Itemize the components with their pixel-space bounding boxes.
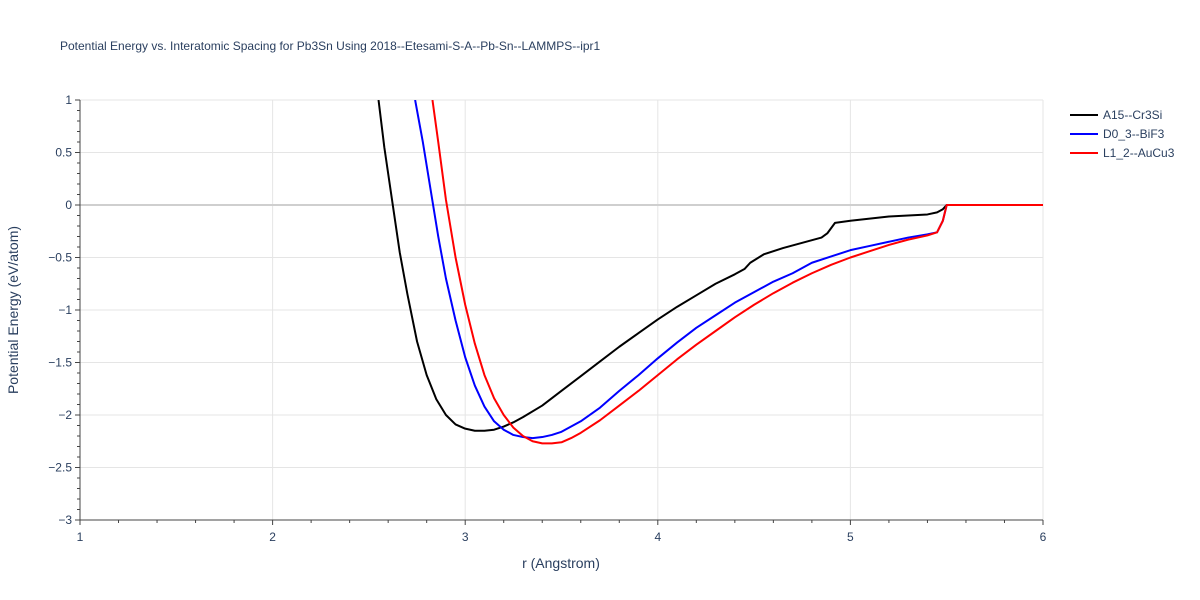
y-tick-label: 1 xyxy=(65,93,72,107)
y-tick-label: 0 xyxy=(65,198,72,212)
x-tick-label: 4 xyxy=(654,530,661,544)
chart-title: Potential Energy vs. Interatomic Spacing… xyxy=(60,39,601,53)
x-tick-label: 6 xyxy=(1040,530,1047,544)
x-axis-ticks: 1 2 3 4 5 6 xyxy=(77,520,1047,544)
x-tick-label: 1 xyxy=(77,530,84,544)
plot-area[interactable] xyxy=(377,100,1043,445)
y-axis-ticks: −3 −2.5 −2 −1.5 −1 −0.5 0 0.5 1 xyxy=(48,93,80,527)
legend-label-d0-3-bif3: D0_3--BiF3 xyxy=(1103,127,1165,141)
x-tick-label: 2 xyxy=(269,530,276,544)
y-tick-label: −0.5 xyxy=(48,251,72,265)
x-tick-label: 5 xyxy=(847,530,854,544)
y-tick-label: −3 xyxy=(58,513,72,527)
y-tick-label: 0.5 xyxy=(55,146,72,160)
legend-label-l1-2-aucu3: L1_2--AuCu3 xyxy=(1103,146,1175,160)
y-tick-label: −2.5 xyxy=(48,461,72,475)
y-tick-label: −1.5 xyxy=(48,356,72,370)
series-line-d0-3-bif3 xyxy=(414,100,1043,440)
y-tick-label: −1 xyxy=(58,303,72,317)
series-line-a15-cr3si xyxy=(377,100,1043,432)
legend[interactable]: A15--Cr3Si D0_3--BiF3 L1_2--AuCu3 xyxy=(1070,108,1175,160)
legend-label-a15-cr3si: A15--Cr3Si xyxy=(1103,108,1162,122)
x-tick-label: 3 xyxy=(462,530,469,544)
series-line-l1-2-aucu3 xyxy=(431,100,1043,445)
y-axis-label: Potential Energy (eV/atom) xyxy=(5,226,21,394)
y-tick-label: −2 xyxy=(58,408,72,422)
x-axis-label: r (Angstrom) xyxy=(522,555,600,571)
